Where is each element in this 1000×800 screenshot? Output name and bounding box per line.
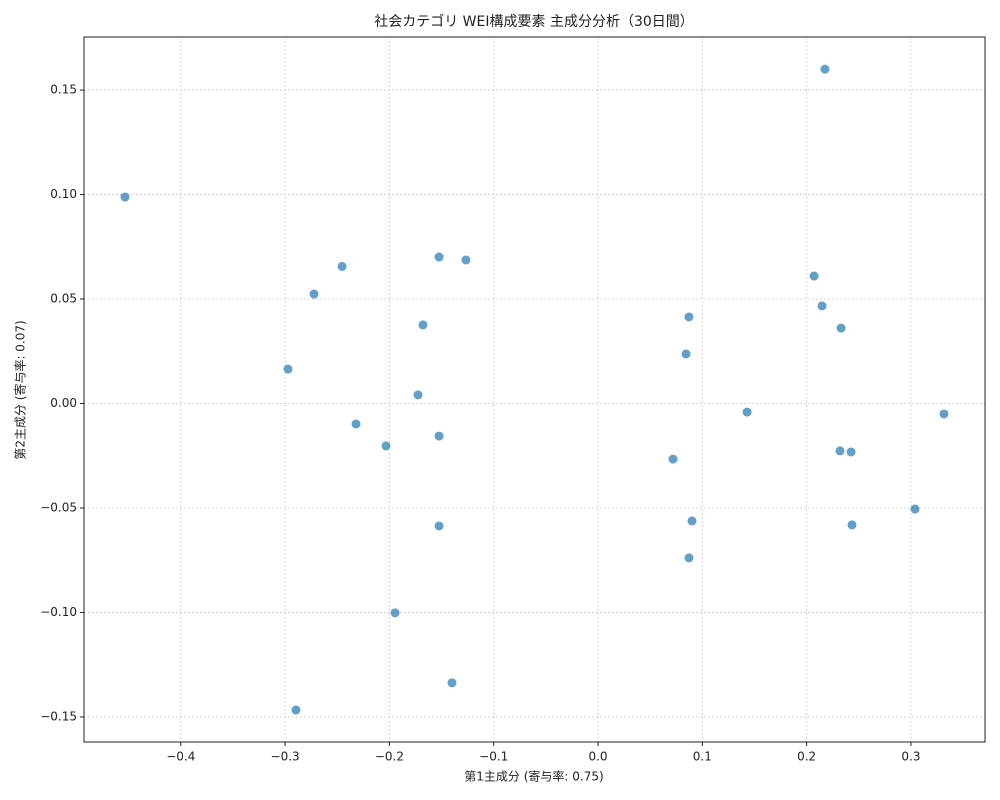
x-tick-label: 0.1 <box>693 750 712 764</box>
point <box>283 364 293 374</box>
y-tick-label: −0.05 <box>40 500 77 514</box>
y-tick-label: 0.00 <box>50 396 77 410</box>
x-tick-label: 0.0 <box>588 750 607 764</box>
point <box>820 64 830 74</box>
plot-frame <box>83 36 986 743</box>
x-tick-label: −0.1 <box>479 750 508 764</box>
point <box>381 441 391 451</box>
x-tick-label: 0.3 <box>901 750 920 764</box>
y-axis-label: 第2主成分 (寄与率: 0.07) <box>13 320 28 459</box>
point <box>120 192 130 202</box>
point <box>846 447 856 457</box>
point <box>847 520 857 530</box>
y-tick-label: 0.05 <box>50 292 77 306</box>
point <box>418 320 428 330</box>
x-tick-label: −0.3 <box>271 750 300 764</box>
point <box>681 349 691 359</box>
point <box>291 705 301 715</box>
x-tick-label: 0.2 <box>797 750 816 764</box>
point <box>337 261 347 271</box>
point <box>390 608 400 618</box>
point <box>461 255 471 265</box>
point <box>447 678 457 688</box>
y-tick-label: 0.10 <box>50 187 77 201</box>
point <box>413 390 423 400</box>
point <box>817 301 827 311</box>
point <box>809 271 819 281</box>
chart-title: 社会カテゴリ WEI構成要素 主成分分析（30日間） <box>374 13 694 30</box>
point <box>434 521 444 531</box>
point <box>835 446 845 456</box>
point <box>687 516 697 526</box>
point <box>910 504 920 514</box>
point <box>684 312 694 322</box>
point <box>939 409 949 419</box>
y-tick-label: −0.10 <box>40 605 77 619</box>
point <box>742 407 752 417</box>
point <box>836 323 846 333</box>
point <box>684 553 694 563</box>
x-axis-label: 第1主成分 (寄与率: 0.75) <box>464 769 603 784</box>
point <box>434 431 444 441</box>
point <box>351 419 361 429</box>
y-tick-label: 0.15 <box>50 83 77 97</box>
point <box>309 289 319 299</box>
x-tick-label: −0.4 <box>166 750 195 764</box>
point <box>434 252 444 262</box>
x-tick-label: −0.2 <box>375 750 404 764</box>
point <box>668 454 678 464</box>
y-tick-label: −0.15 <box>40 709 77 723</box>
